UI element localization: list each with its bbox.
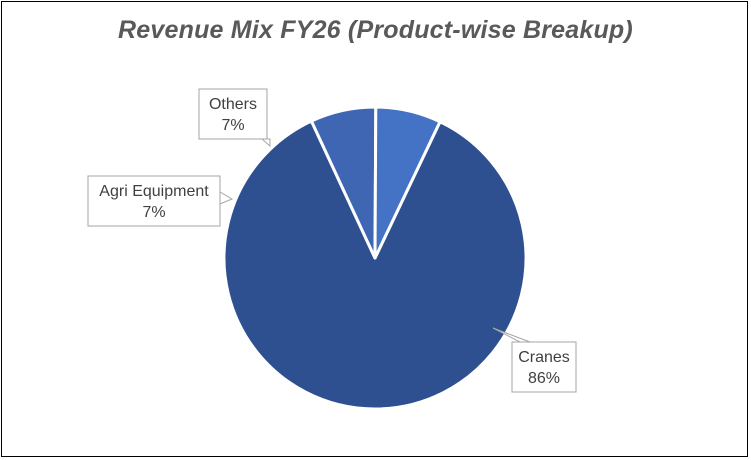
callout-pointer: [492, 327, 531, 343]
data-label-category: Agri Equipment: [99, 183, 209, 200]
data-label-percent: 7%: [142, 204, 165, 221]
data-label-others: Others 7%: [198, 88, 271, 148]
data-label-agri-equipment: Agri Equipment 7%: [87, 175, 234, 227]
pie-slices: [222, 105, 528, 411]
data-label-category: Cranes: [518, 349, 570, 366]
callout-pointer: [260, 138, 271, 148]
callout-box: [87, 175, 221, 227]
callout-box: [511, 341, 577, 393]
data-label-percent: 7%: [221, 117, 244, 134]
data-label-percent: 86%: [528, 370, 560, 387]
pie-slice-cranes: [222, 119, 528, 411]
callout-box: [198, 88, 268, 140]
data-label-category: Others: [209, 96, 257, 113]
data-label-callouts: Cranes 86% Agri Equipment 7% Others 7%: [87, 88, 577, 393]
pie-slice-others: [373, 105, 442, 260]
callout-pointer: [219, 191, 234, 205]
data-label-cranes: Cranes 86%: [492, 327, 577, 393]
chart-title: Revenue Mix FY26 (Product-wise Breakup): [118, 16, 633, 44]
